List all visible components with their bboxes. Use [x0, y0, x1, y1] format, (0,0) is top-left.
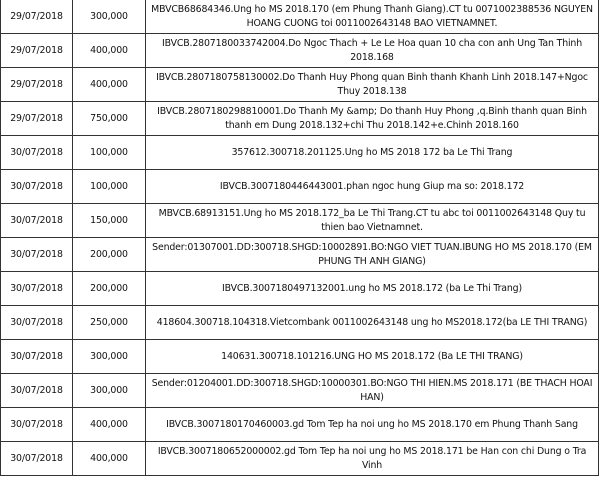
amount-cell: 400,000 [72, 33, 146, 68]
date-cell: 29/07/2018 [0, 101, 73, 136]
table-row: 30/07/2018 100,000 IBVCB.3007180446443001.… [0, 169, 599, 204]
date-cell: 30/07/2018 [0, 407, 73, 442]
amount-cell: 100,000 [72, 135, 146, 170]
table-row: 29/07/2018 750,000 IBVCB.2807180298810001.… [0, 101, 599, 136]
date-cell: 30/07/2018 [0, 373, 73, 408]
table-row: 30/07/2018 300,000 Sender:01204001.DD:3007… [0, 373, 599, 408]
description-cell: 418604.300718.104318.Vietcombank 0011002… [145, 305, 599, 340]
description-cell: 357612.300718.201125.Ung ho MS 2018 172 … [145, 135, 599, 170]
description-cell: IBVCB.3007180652000002.gd Tom Tep ha noi… [145, 441, 599, 476]
date-cell: 29/07/2018 [0, 0, 73, 34]
date-cell: 30/07/2018 [0, 339, 73, 374]
date-cell: 30/07/2018 [0, 271, 73, 306]
table-row: 29/07/2018 400,000 IBVCB.2807180758130002.… [0, 67, 599, 102]
date-cell: 30/07/2018 [0, 305, 73, 340]
date-cell: 30/07/2018 [0, 169, 73, 204]
table-row: 30/07/2018 150,000 MBVCB.68913151.Ung ho M… [0, 203, 599, 238]
amount-cell: 300,000 [72, 0, 146, 34]
table-row: 29/07/2018 400,000 IBVCB.2807180033742004.… [0, 33, 599, 68]
date-cell: 30/07/2018 [0, 135, 73, 170]
description-cell: IBVCB.3007180497132001.ung ho MS 2018.17… [145, 271, 599, 306]
description-cell: IBVCB.2807180033742004.Do Ngoc Thach + L… [145, 33, 599, 68]
description-cell: MBVCB.68913151.Ung ho MS 2018.172_ba Le … [145, 203, 599, 238]
amount-cell: 750,000 [72, 101, 146, 136]
date-cell: 30/07/2018 [0, 237, 73, 272]
amount-cell: 400,000 [72, 407, 146, 442]
description-cell: 140631.300718.101216.UNG HO MS 2018.172 … [145, 339, 599, 374]
table-row: 30/07/2018 300,000 140631.300718.101216.UN… [0, 339, 599, 374]
description-cell: IBVCB.2807180298810001.Do Thanh My &amp;… [145, 101, 599, 136]
description-cell: Sender:01204001.DD:300718.SHGD:10000301.… [145, 373, 599, 408]
table-row: 30/07/2018 100,000 357612.300718.201125.Un… [0, 135, 599, 170]
amount-cell: 250,000 [72, 305, 146, 340]
date-cell: 30/07/2018 [0, 203, 73, 238]
table-row: 30/07/2018 200,000 IBVCB.3007180497132001.… [0, 271, 599, 306]
description-cell: MBVCB68684346.Ung ho MS 2018.170 (em Phu… [145, 0, 599, 34]
amount-cell: 100,000 [72, 169, 146, 204]
amount-cell: 300,000 [72, 339, 146, 374]
table-row: 29/07/2018 300,000 MBVCB68684346.Ung ho MS… [0, 0, 599, 34]
table-row: 30/07/2018 200,000 Sender:01307001.DD:3007… [0, 237, 599, 272]
amount-cell: 200,000 [72, 237, 146, 272]
date-cell: 30/07/2018 [0, 441, 73, 476]
table-row: 30/07/2018 400,000 IBVCB.3007180170460003.… [0, 407, 599, 442]
description-cell: IBVCB.3007180446443001.phan ngoc hung Gi… [145, 169, 599, 204]
amount-cell: 300,000 [72, 373, 146, 408]
date-cell: 29/07/2018 [0, 67, 73, 102]
amount-cell: 150,000 [72, 203, 146, 238]
description-cell: IBVCB.2807180758130002.Do Thanh Huy Phon… [145, 67, 599, 102]
description-cell: IBVCB.3007180170460003.gd Tom Tep ha noi… [145, 407, 599, 442]
amount-cell: 400,000 [72, 67, 146, 102]
table-row: 30/07/2018 400,000 IBVCB.3007180652000002.… [0, 441, 599, 476]
table-row: 30/07/2018 250,000 418604.300718.104318.Vi… [0, 305, 599, 340]
date-cell: 29/07/2018 [0, 33, 73, 68]
amount-cell: 200,000 [72, 271, 146, 306]
description-cell: Sender:01307001.DD:300718.SHGD:10002891.… [145, 237, 599, 272]
amount-cell: 400,000 [72, 441, 146, 476]
